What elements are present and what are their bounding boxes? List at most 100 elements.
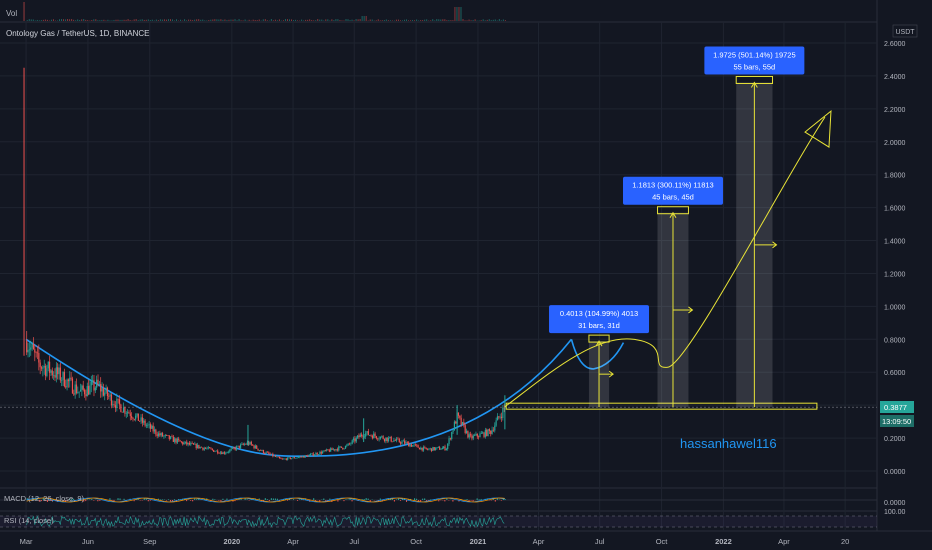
macd-histogram-bar [50,500,52,502]
candle-body [159,433,161,436]
macd-histogram-bar [238,498,240,500]
symbol-header[interactable]: Ontology Gas / TetherUS, 1D, BINANCE [6,29,149,38]
volume-bar [414,20,416,21]
candle-body [319,451,321,455]
candle-body [324,450,326,451]
candle-body [128,412,130,414]
y-tick-label: 2.4000 [884,74,906,81]
candle-body [188,442,191,445]
candle-body [233,447,235,449]
volume-bar [381,20,383,21]
candle-body [307,455,309,457]
candle-body [408,442,410,447]
macd-histogram-bar [492,498,494,500]
candle-body [179,440,181,442]
price-range-measure-2[interactable]: 1.1813 (300.11%) 11813 45 bars, 45d [622,176,723,408]
rounding-bottom-curve[interactable] [25,338,625,458]
x-tick-label: Apr [287,537,299,546]
candle-body [288,457,290,459]
macd-histogram-bar [258,498,260,500]
volume-bar [276,20,278,21]
candle-body [58,367,60,375]
price-range-measure-3[interactable]: 1.9725 (501.14%) 19725 55 bars, 55d [704,46,805,408]
cup-handle-curve[interactable] [570,339,625,370]
currency-badge[interactable]: USDT [895,29,915,36]
candle-body [494,425,496,431]
volume-bar [147,19,149,21]
macd-histogram-bar [91,498,93,500]
candle-body [100,383,102,392]
candle-body [73,393,75,395]
projection-arrow-head[interactable] [804,109,832,148]
rounding-bottom-arc[interactable] [25,338,573,458]
volume-bar [406,19,408,21]
candle-body [437,447,439,448]
macd-histogram-bar [73,498,75,500]
x-tick-label: 2022 [715,537,732,546]
macd-histogram-bar [85,500,87,502]
volume-bar [32,19,34,21]
volume-bar [438,19,440,21]
candle-body [391,441,394,443]
macd-histogram-bar [36,499,38,500]
projection-curve[interactable] [504,116,826,408]
candle-body [143,420,145,423]
candle-body [467,430,469,438]
candle-body [395,438,398,441]
volume-bar [486,19,488,21]
candle-body [235,446,238,450]
candle-body [331,448,333,450]
macd-histogram-bar [476,498,478,500]
candle-body [453,421,456,431]
candle-body [244,444,246,445]
candle-body [373,433,375,439]
macd-histogram-bar [123,498,125,500]
candle-body [377,438,379,440]
candle-body [34,349,36,353]
volume-bar [480,20,482,21]
candle-body [210,448,212,449]
candle-body [476,433,478,437]
volume-bar [319,19,321,21]
candle-body [420,447,422,450]
volume-bar [490,20,492,21]
projection-drawing[interactable] [504,109,832,408]
y-tick-label: 0.8000 [884,337,906,344]
candle-body [409,444,411,447]
candle-body [346,445,348,446]
volume-bar [264,19,266,21]
measure-callout-value: 0.4013 (104.99%) 4013 [560,309,638,318]
price-range-measure-1[interactable]: 0.4013 (104.99%) 4013 31 bars, 31d [549,305,650,408]
candle-body [326,449,328,451]
candle-body [30,347,32,350]
candle-body [253,445,255,449]
candle-body [77,392,79,394]
candle-body [418,447,421,450]
candle-body [186,441,188,445]
candle-body [250,442,252,445]
macd-histogram-bar [395,499,397,500]
volume-bar [274,19,276,21]
measure-callout-box [549,305,650,334]
candle-body [144,420,146,426]
candle-body [343,448,345,450]
macd-histogram-bar [248,500,250,501]
volume-bar [430,20,432,21]
candle-body [229,449,231,452]
candle-body [503,407,505,409]
volume-bar [498,19,500,21]
time-axis[interactable]: Mar Jun Sep 2020 Apr Jul Oct 2021 Apr Jul Oct 2022 A… [20,537,850,546]
candle-body [67,379,70,382]
volume-bar [61,19,63,21]
volume-bar [141,19,143,21]
macd-line [26,497,505,503]
candle-body [230,448,232,450]
candle-body [118,399,121,405]
candle-body [63,371,65,387]
candle-body [93,380,95,391]
candle-body [257,448,259,451]
volume-bar [46,19,48,21]
